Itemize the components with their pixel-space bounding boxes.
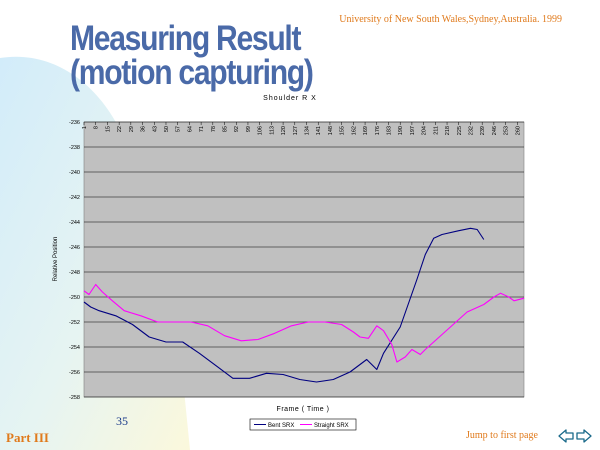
x-tick-label: 50 <box>164 126 170 132</box>
x-tick-label: 253 <box>504 126 510 135</box>
navigation-arrows <box>558 429 592 443</box>
legend-label-straight: Straight SRX <box>314 423 349 429</box>
legend-label-bent: Bent SRX <box>268 423 294 429</box>
y-tick-label: -252 <box>69 320 80 326</box>
y-tick-label: -238 <box>69 145 80 151</box>
x-tick-label: 134 <box>305 126 311 135</box>
next-arrow-icon[interactable] <box>576 429 592 443</box>
x-tick-label: 246 <box>492 126 498 135</box>
y-tick-label: -246 <box>69 245 80 251</box>
x-tick-label: 113 <box>269 126 275 135</box>
chart-title: Shoulder R X <box>263 95 317 102</box>
x-tick-label: 211 <box>433 126 439 135</box>
x-axis-label: Frame ( Time ) <box>277 406 330 413</box>
jump-to-first-page-link[interactable]: Jump to first page <box>466 430 538 441</box>
y-axis-label: Relative Position <box>53 237 59 282</box>
x-tick-label: 22 <box>117 126 123 132</box>
x-tick-label: 85 <box>223 126 229 132</box>
y-tick-label: -242 <box>69 195 80 201</box>
x-tick-label: 183 <box>386 126 392 135</box>
series-line-straight <box>83 283 525 363</box>
y-tick-label: -236 <box>69 120 80 126</box>
y-tick-label: -244 <box>69 220 80 226</box>
y-tick-label: -240 <box>69 170 80 176</box>
x-tick-label: 141 <box>316 126 322 135</box>
university-label: University of New South Wales,Sydney,Aus… <box>339 14 562 25</box>
x-tick-label: 64 <box>187 126 193 132</box>
page-title: Measuring Result (motion capturing) <box>70 19 314 92</box>
x-tick-label: 190 <box>398 126 404 135</box>
x-tick-label: 155 <box>340 126 346 135</box>
y-tick-label: -258 <box>69 395 80 401</box>
x-tick-label: 29 <box>129 126 135 132</box>
x-tick-label: 120 <box>281 126 287 135</box>
y-tick-label: -254 <box>69 345 80 351</box>
x-tick-label: 43 <box>152 126 158 132</box>
x-tick-label: 225 <box>457 126 463 135</box>
y-tick-label: -250 <box>69 295 80 301</box>
page-number: 35 <box>116 414 128 428</box>
y-tick-label: -248 <box>69 270 80 276</box>
x-tick-label: 197 <box>410 126 416 135</box>
x-tick-label: 15 <box>105 126 111 132</box>
x-tick-label: 1 <box>82 126 88 129</box>
x-tick-label: 57 <box>176 126 182 132</box>
x-tick-label: 8 <box>94 126 100 129</box>
x-tick-label: 92 <box>234 126 240 132</box>
chart-legend: Bent SRX Straight SRX <box>249 418 357 431</box>
x-tick-label: 148 <box>328 126 334 135</box>
x-tick-label: 169 <box>363 126 369 135</box>
x-tick-label: 162 <box>351 126 357 135</box>
x-tick-label: 78 <box>211 126 217 132</box>
prev-arrow-icon[interactable] <box>558 429 574 443</box>
title-line-1: Measuring Result <box>70 19 302 58</box>
x-tick-label: 106 <box>258 126 264 135</box>
x-tick-label: 176 <box>375 126 381 135</box>
part-label: Part III <box>6 430 49 445</box>
x-tick-label: 71 <box>199 126 205 132</box>
x-tick-label: 127 <box>293 126 299 135</box>
x-tick-label: 36 <box>141 126 147 132</box>
x-tick-label: 204 <box>422 126 428 135</box>
x-tick-label: 239 <box>480 126 486 135</box>
plot-area <box>83 121 525 398</box>
x-tick-label: 232 <box>468 126 474 135</box>
x-tick-label: 218 <box>445 126 451 135</box>
title-line-2: (motion capturing) <box>70 53 314 92</box>
series-line-bent <box>83 227 485 383</box>
x-tick-label: 99 <box>246 126 252 132</box>
y-tick-label: -256 <box>69 370 80 376</box>
x-tick-label: 260 <box>515 126 521 135</box>
